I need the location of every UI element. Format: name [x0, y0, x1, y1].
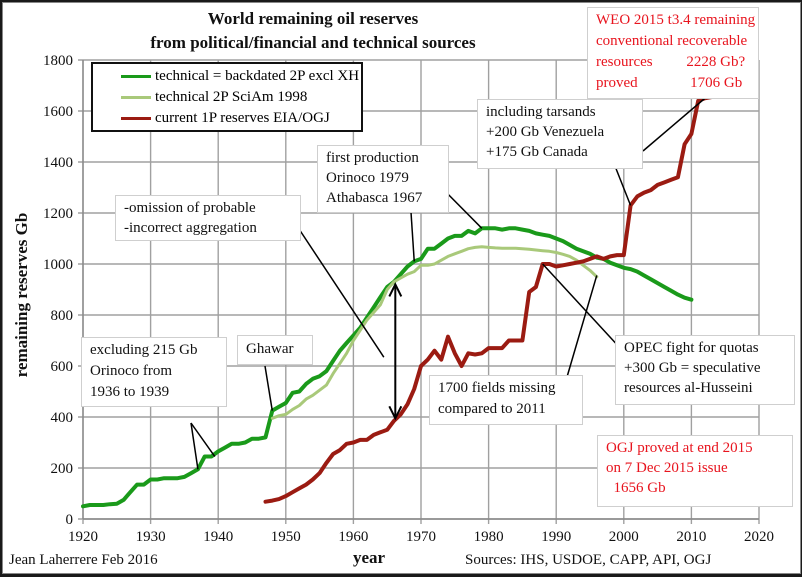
y-tick-label: 200	[51, 461, 74, 477]
annotation-line: resources 2228 Gb?	[596, 54, 746, 70]
annotation-omission: -omission of probable -incorrect aggregat…	[115, 195, 301, 241]
annotation-line: +200 Gb Venezuela	[486, 124, 605, 140]
x-tick-label: 1980	[474, 529, 504, 545]
x-tick-label: 1930	[136, 529, 166, 545]
legend-swatch	[121, 116, 151, 120]
legend-item-sciam: technical 2P SciAm 1998	[93, 87, 307, 107]
x-tick-label: 2000	[609, 529, 639, 545]
annotation-line: compared to 2011	[438, 401, 546, 417]
annotation-line: +300 Gb = speculative	[624, 360, 761, 376]
pointer-ghawar	[264, 365, 274, 411]
annotation-line: on 7 Dec 2015 issue	[606, 460, 728, 476]
annotation-ogj: OGJ proved at end 2015 on 7 Dec 2015 issu…	[597, 435, 793, 507]
series-line-0	[81, 226, 694, 509]
pointer-opec	[542, 263, 622, 350]
annotation-line: proved 1706 Gb	[596, 75, 743, 91]
annotation-line: Ghawar	[246, 341, 294, 357]
legend-swatch	[121, 95, 151, 99]
y-tick-label: 1200	[43, 206, 73, 222]
legend-label: technical = backdated 2P excl XH	[155, 67, 360, 84]
annotation-line: -omission of probable	[124, 200, 256, 216]
annotation-line: +175 Gb Canada	[486, 144, 588, 160]
y-tick-label: 400	[51, 410, 74, 426]
x-tick-label: 1940	[203, 529, 233, 545]
x-tick-label: 1990	[541, 529, 571, 545]
x-axis-label: year	[353, 548, 386, 567]
annotation-line: 1936 to 1939	[90, 384, 170, 400]
pointer-fields-missing	[566, 275, 598, 378]
gap-arrow-head-bottom	[388, 405, 403, 421]
annotation-first-production: first production Orinoco 1979 Athabasca 19…	[317, 145, 449, 213]
y-tick-label: 1600	[43, 104, 73, 120]
gap-arrow-head-top	[388, 282, 403, 297]
legend-item-technical: technical = backdated 2P excl XH	[93, 66, 359, 86]
annotation-line: WEO 2015 t3.4 remaining	[596, 12, 756, 28]
y-tick-label: 600	[51, 359, 74, 375]
annotation-line: first production	[326, 150, 419, 166]
annotation-line: Orinoco 1979	[326, 170, 409, 186]
legend: technical = backdated 2P excl XH technic…	[91, 62, 363, 132]
annotation-line: Orinoco from	[90, 363, 173, 379]
y-tick-label: 800	[51, 308, 74, 324]
annotation-line: Athabasca 1967	[326, 190, 423, 206]
annotation-tarsands: including tarsands +200 Gb Venezuela +175 …	[477, 99, 643, 169]
footer-author: Jean Laherrere Feb 2016	[9, 552, 158, 568]
chart-title: World remaining oil reserves	[207, 9, 419, 28]
x-tick-label: 2010	[676, 529, 706, 545]
annotation-line: -incorrect aggregation	[124, 220, 257, 236]
chart-subtitle: from political/financial and technical s…	[150, 33, 476, 52]
annotation-line: 1700 fields missing	[438, 380, 556, 396]
pointer-omission	[298, 228, 385, 358]
x-tick-label: 1950	[271, 529, 301, 545]
legend-label: current 1P reserves EIA/OGJ	[155, 109, 330, 126]
legend-swatch	[121, 74, 151, 78]
x-tick-label: 1970	[406, 529, 436, 545]
annotation-weo: WEO 2015 t3.4 remaining conventional reco…	[587, 7, 759, 99]
series-line-2	[263, 94, 728, 504]
annotation-line: resources al-Husseini	[624, 380, 753, 396]
annotation-line: OGJ proved at end 2015	[606, 440, 753, 456]
y-axis-label: remaining reserves Gb	[12, 212, 31, 378]
x-tick-label: 1960	[338, 529, 368, 545]
y-tick-label: 1800	[43, 53, 73, 69]
footer-sources: Sources: IHS, USDOE, CAPP, API, OGJ	[465, 552, 712, 568]
series-line-1	[270, 245, 599, 420]
annotation-line: excluding 215 Gb	[90, 342, 198, 358]
annotation-opec: OPEC fight for quotas +300 Gb = speculati…	[615, 335, 795, 405]
pointer-orinoco-1939	[190, 422, 216, 457]
pointer-tarsands-venezuela	[642, 97, 706, 152]
annotation-line: including tarsands	[486, 104, 596, 120]
annotation-ghawar: Ghawar	[237, 335, 313, 365]
annotation-line: OPEC fight for quotas	[624, 340, 759, 356]
y-tick-label: 0	[66, 512, 74, 528]
legend-label: technical 2P SciAm 1998	[155, 88, 308, 105]
y-tick-label: 1000	[43, 257, 73, 273]
annotation-orinoco: excluding 215 Gb Orinoco from 1936 to 1939	[81, 337, 227, 407]
annotation-line: 1656 Gb	[606, 480, 666, 496]
x-tick-label: 1920	[68, 529, 98, 545]
x-tick-label: 2020	[744, 529, 774, 545]
pointer-orinoco-1936	[190, 422, 199, 470]
y-tick-label: 1400	[43, 155, 73, 171]
legend-item-eia: current 1P reserves EIA/OGJ	[93, 108, 330, 128]
annotation-fields-missing: 1700 fields missing compared to 2011	[429, 375, 583, 425]
annotation-line: conventional recoverable	[596, 33, 748, 49]
